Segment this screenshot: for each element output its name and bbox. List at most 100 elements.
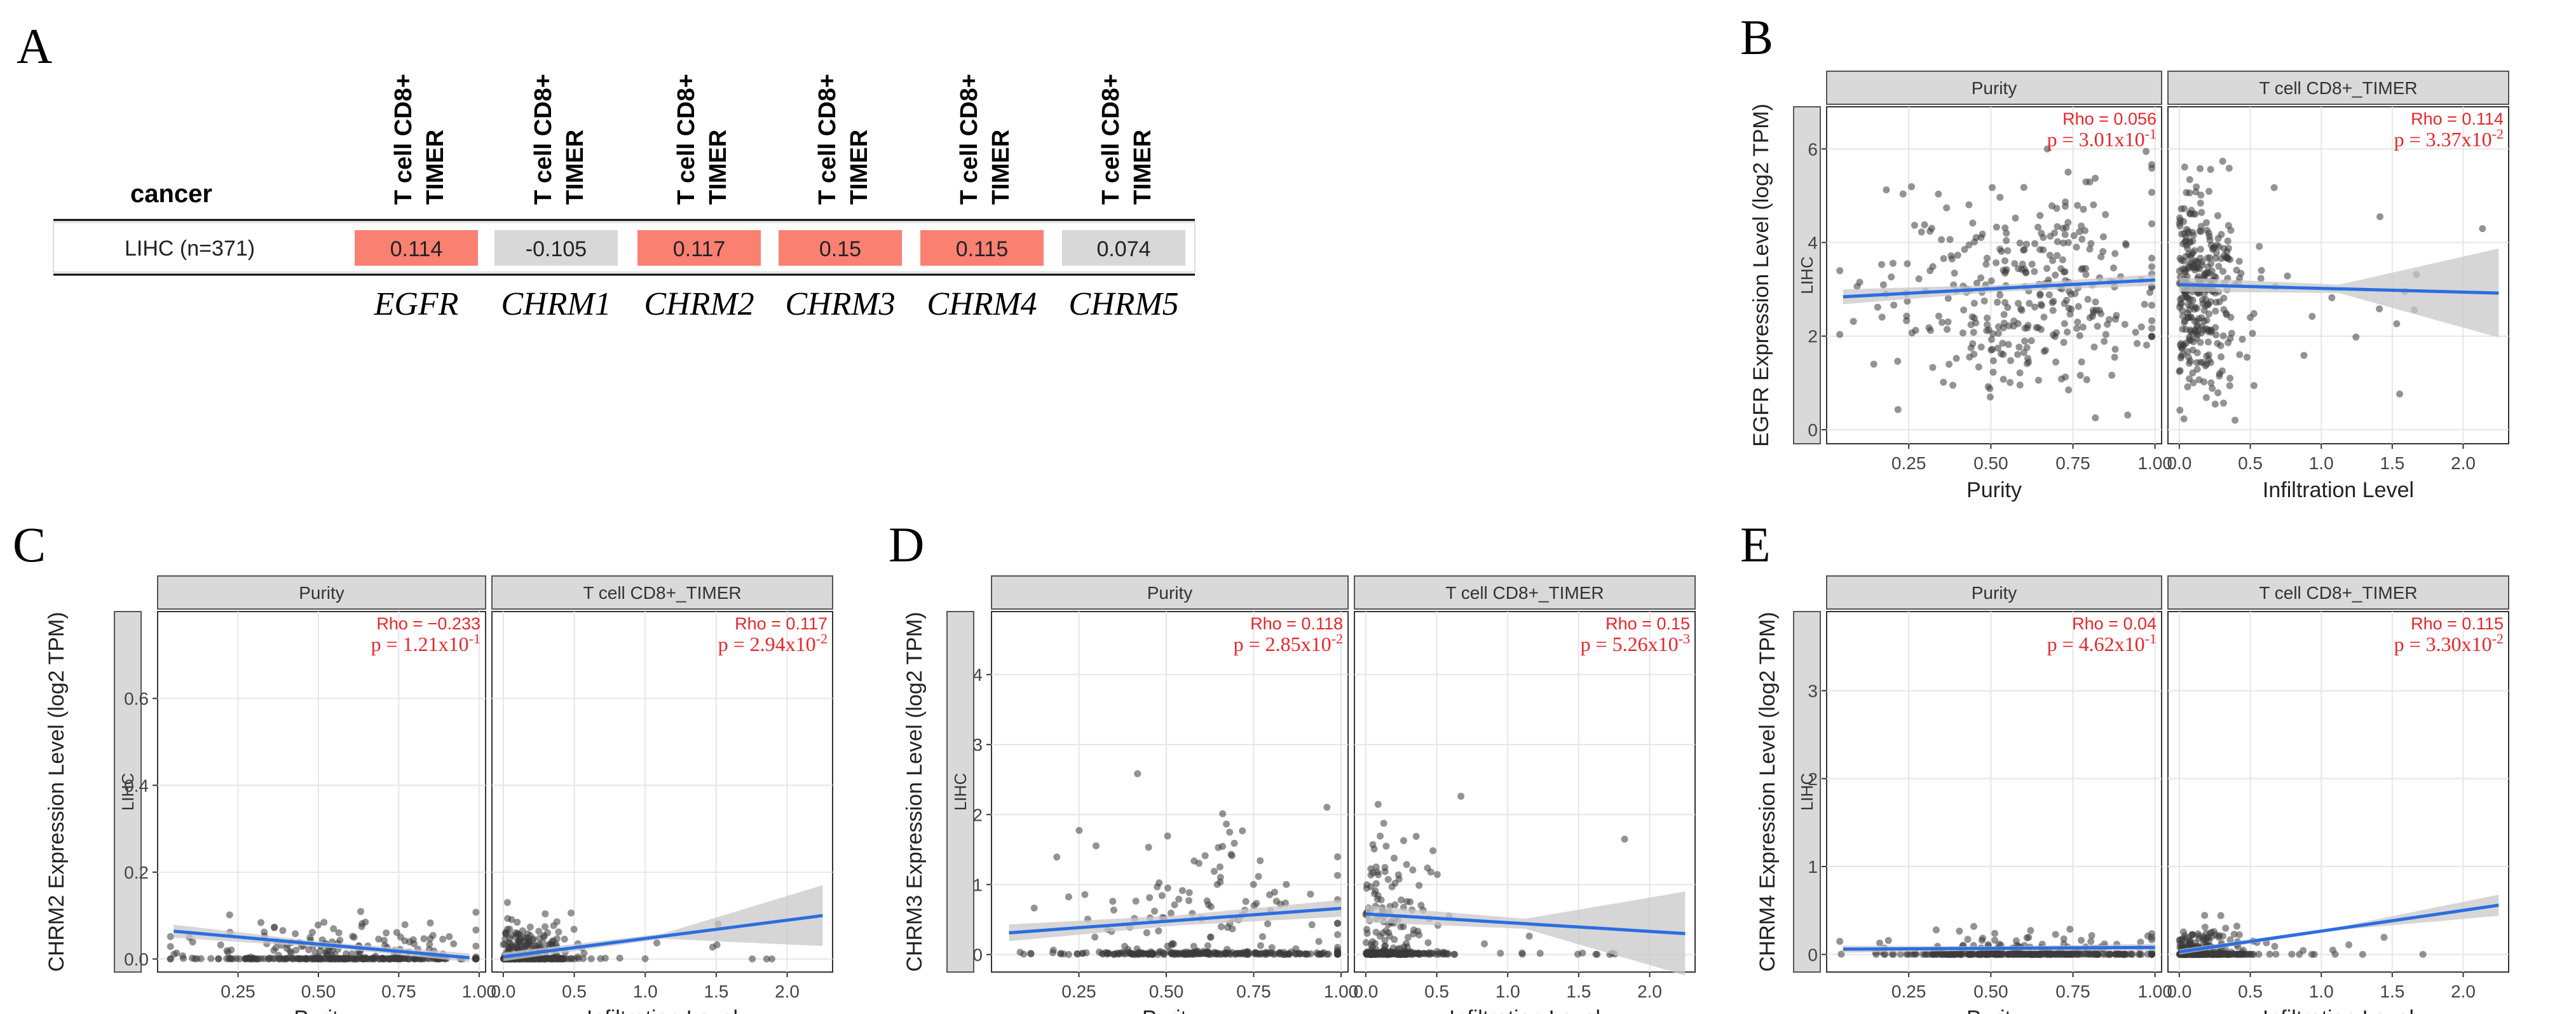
- data-point: [217, 941, 224, 949]
- data-point: [749, 955, 756, 963]
- plot-area: [1826, 106, 2162, 444]
- data-point: [2010, 317, 2018, 325]
- x-axis-label: Purity: [1966, 478, 2022, 502]
- data-point: [1926, 267, 1934, 275]
- data-point: [1993, 259, 2000, 266]
- data-point: [2079, 264, 2087, 272]
- data-point: [1409, 866, 1417, 874]
- data-point: [2393, 320, 2401, 327]
- data-point: [2148, 332, 2155, 340]
- data-point: [1190, 942, 1197, 950]
- facet-strip-label: T cell CD8+_TIMER: [2259, 78, 2417, 98]
- x-tick-label: 0.0: [2167, 982, 2191, 1001]
- x-axis-label: Purity: [1966, 1006, 2022, 1014]
- x-tick-label: 1.00: [1324, 982, 1359, 1001]
- y-tick-label: 4: [972, 665, 983, 685]
- data-point: [1433, 871, 1441, 879]
- x-tick-label: 2.0: [2451, 982, 2476, 1001]
- y-tick-label: 0: [972, 945, 983, 964]
- data-point: [1057, 950, 1065, 957]
- heat-cell-value: 0.115: [956, 237, 1009, 261]
- data-point: [2101, 338, 2108, 345]
- data-point: [2200, 271, 2208, 279]
- data-point: [2034, 376, 2042, 384]
- data-point: [1381, 943, 1389, 950]
- data-point: [2143, 341, 2150, 349]
- data-point: [1397, 923, 1405, 931]
- x-tick-label: 2.0: [1637, 982, 1662, 1001]
- data-point: [1081, 891, 1089, 898]
- data-point: [641, 955, 649, 963]
- data-point: [1155, 879, 1163, 887]
- heat-cell: [1062, 230, 1185, 266]
- data-point: [2069, 950, 2077, 958]
- row-strip: [1793, 611, 1821, 973]
- data-point: [2176, 267, 2183, 275]
- data-point: [2015, 343, 2023, 351]
- data-point: [1928, 950, 1935, 958]
- data-point: [2104, 320, 2111, 328]
- data-point: [601, 954, 609, 962]
- data-point: [2176, 367, 2184, 374]
- fit-line: [1843, 945, 2155, 951]
- data-point: [2027, 927, 2034, 935]
- data-point: [2419, 950, 2427, 958]
- x-tick-label: 0.25: [1891, 982, 1926, 1001]
- facet-strip: [491, 575, 833, 610]
- data-point: [526, 932, 534, 940]
- heat-cell: [494, 230, 618, 266]
- data-point: [295, 955, 303, 963]
- data-point: [1030, 904, 1038, 912]
- gene-label: CHRM1: [501, 286, 611, 322]
- data-point: [1075, 826, 1083, 834]
- data-point: [1363, 939, 1370, 947]
- column-header-line1: T cell CD8+: [1098, 74, 1124, 205]
- data-point: [1429, 847, 1437, 854]
- data-point: [587, 955, 595, 963]
- data-point: [1836, 331, 1844, 338]
- data-point: [1944, 318, 1952, 325]
- data-point: [1410, 926, 1417, 934]
- data-point: [2023, 360, 2031, 367]
- fit-line: [503, 914, 823, 959]
- data-point: [2247, 313, 2254, 321]
- p-value-label: p = 2.94x10-2: [718, 631, 828, 655]
- data-point: [2148, 254, 2155, 262]
- heat-cell: [779, 230, 902, 266]
- data-point: [2074, 319, 2082, 326]
- data-point: [1268, 944, 1276, 952]
- data-point: [2181, 940, 2188, 948]
- data-point: [540, 933, 548, 941]
- heat-cell-value: 0.114: [390, 237, 443, 261]
- data-point: [1878, 313, 1886, 321]
- x-tick-label: 1.0: [2309, 453, 2334, 473]
- data-point: [2060, 935, 2068, 943]
- data-point: [282, 955, 290, 963]
- data-point: [1180, 950, 1187, 958]
- data-point: [1380, 819, 1387, 827]
- data-point: [1412, 833, 1420, 840]
- data-point: [2243, 353, 2251, 361]
- data-point: [2001, 257, 2008, 264]
- facet-strip: [2167, 71, 2509, 105]
- data-point: [1121, 943, 1129, 950]
- data-point: [2136, 950, 2144, 958]
- data-point: [2194, 930, 2202, 938]
- data-point: [1216, 950, 1224, 957]
- data-point: [2220, 294, 2228, 302]
- data-point: [1092, 842, 1100, 849]
- data-point: [1171, 901, 1178, 908]
- data-point: [2207, 379, 2215, 387]
- data-point: [2000, 376, 2007, 383]
- data-point: [1377, 950, 1385, 957]
- data-point: [2395, 390, 2403, 398]
- data-point: [386, 955, 393, 963]
- data-point: [2099, 233, 2107, 240]
- data-point: [1994, 329, 2002, 337]
- data-point: [320, 919, 328, 926]
- data-point: [2122, 950, 2130, 958]
- data-point: [2181, 317, 2188, 325]
- data-point: [2049, 331, 2057, 339]
- data-point: [2092, 414, 2099, 421]
